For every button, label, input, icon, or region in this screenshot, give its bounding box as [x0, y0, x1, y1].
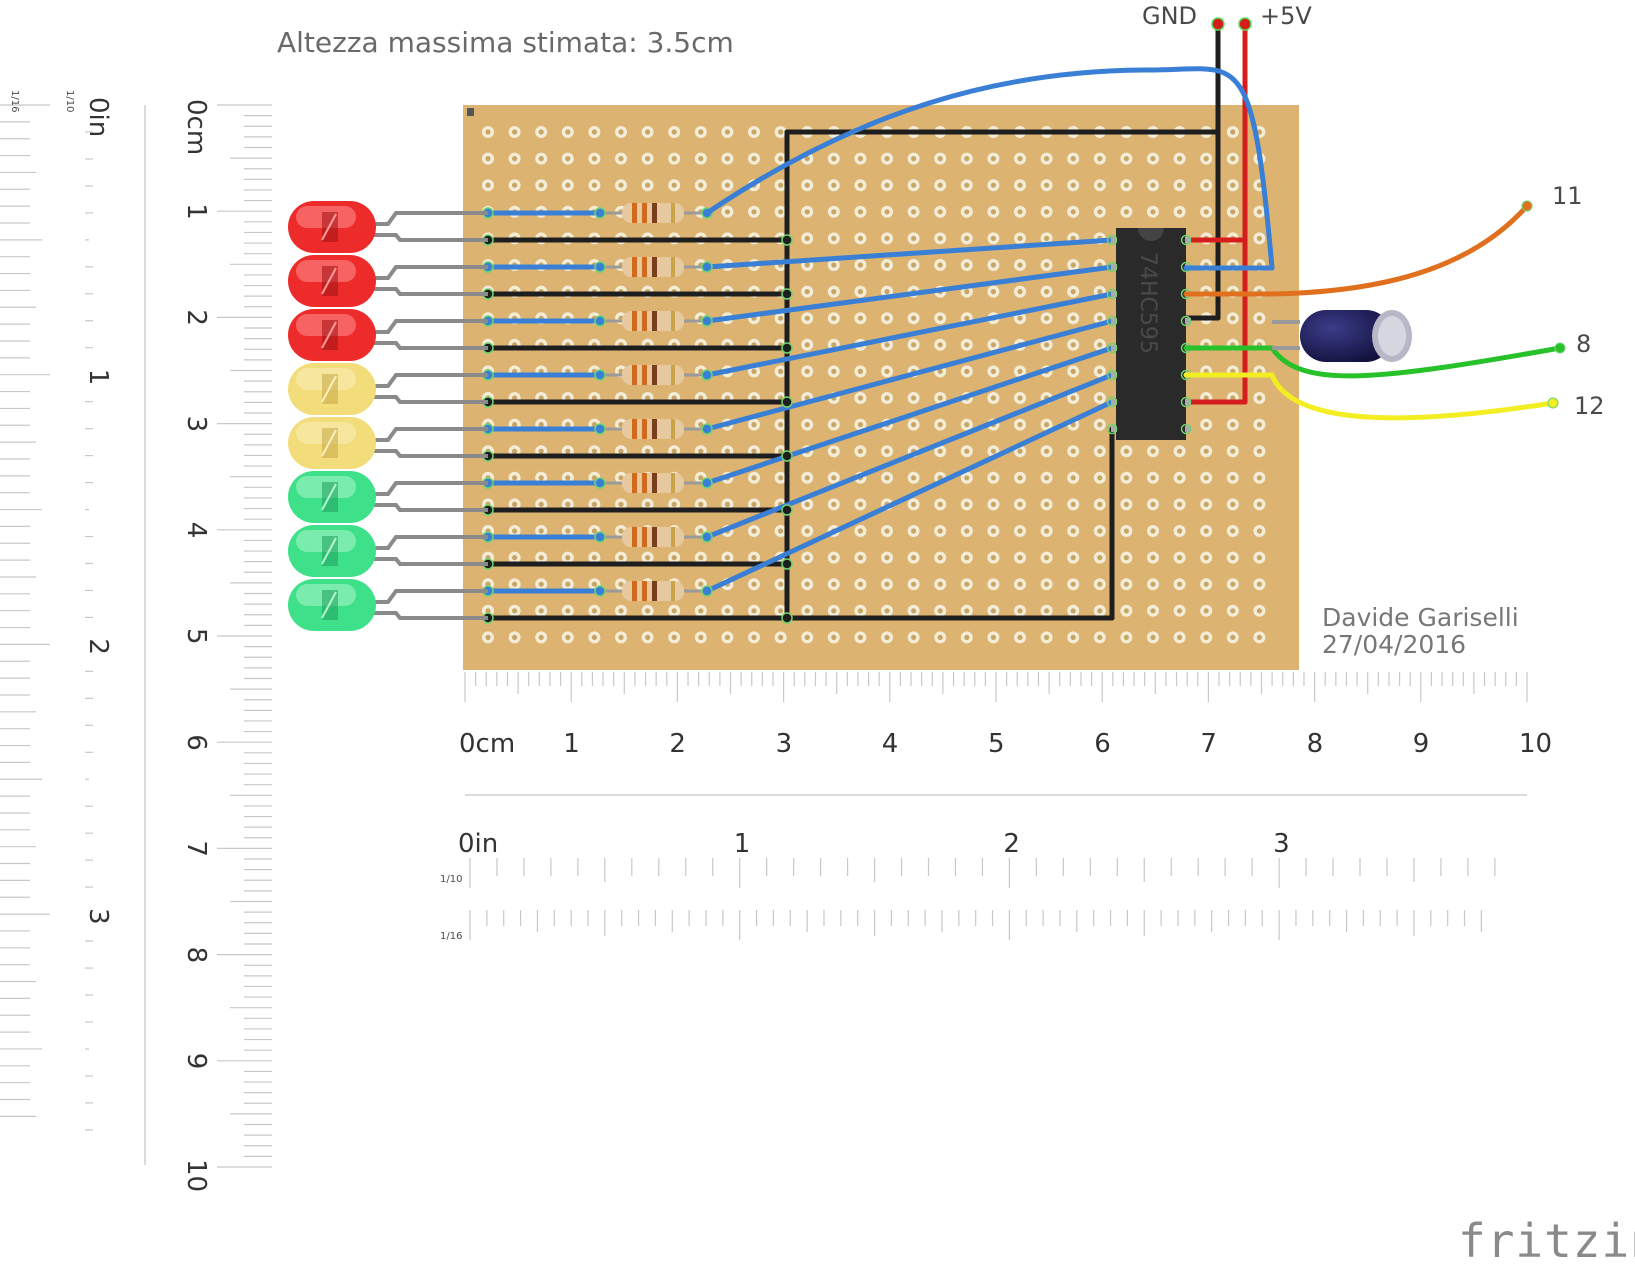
v-cm-label: 6	[181, 734, 211, 751]
author-date: 27/04/2016	[1322, 630, 1467, 659]
fritzing-logo: fritzing	[1458, 1214, 1635, 1268]
h-in-label: 1	[734, 829, 751, 859]
signal-wires	[485, 210, 1115, 594]
h-in-frac10-label: 1/10	[440, 874, 462, 885]
h-cm-label: 2	[669, 729, 686, 759]
h-in-label: 2	[1003, 829, 1020, 859]
vertical-ruler-inch: 1/16 1/10 0in 1 2 3	[0, 90, 146, 1165]
v-cm-label: 2	[181, 309, 211, 326]
horizontal-ruler-cm: 0cm 1 2 3 4 5 6 7 8 9 10	[459, 672, 1552, 759]
h-cm-label: 1	[563, 729, 580, 759]
vcc-label: +5V	[1260, 2, 1312, 30]
v-cm-label: 8	[181, 947, 211, 964]
h-cm-label: 8	[1307, 729, 1324, 759]
author-name: Davide Gariselli	[1322, 603, 1519, 632]
h-cm-label: 4	[882, 729, 899, 759]
v-cm-label: 5	[181, 628, 211, 645]
v-in-frac16-label: 1/16	[9, 90, 20, 112]
v-cm-label: 7	[181, 840, 211, 857]
resistor	[482, 581, 793, 624]
v-cm-label: 4	[181, 522, 211, 539]
h-cm-label: 10	[1519, 729, 1552, 759]
external-wires	[704, 66, 1566, 421]
v-cm-label: 1	[181, 203, 211, 220]
leds	[288, 201, 488, 631]
gnd-terminal	[1211, 17, 1225, 31]
pin-12-label: 12	[1574, 392, 1605, 420]
v-cm-label: 10	[181, 1159, 211, 1192]
v-cm-label: 3	[181, 416, 211, 433]
ic-label: 74HC595	[1135, 252, 1160, 354]
v-in-label: 0in	[83, 97, 113, 137]
resistors	[482, 203, 793, 624]
vcc-terminal	[1238, 17, 1252, 31]
pin-11-label: 11	[1552, 182, 1583, 210]
led-red	[288, 201, 488, 253]
led-green	[288, 579, 488, 631]
h-cm-label: 9	[1413, 729, 1430, 759]
led-yellow	[288, 363, 488, 415]
led-red	[288, 255, 488, 307]
v-cm-label: 9	[181, 1053, 211, 1070]
page-title: Altezza massima stimata: 3.5cm	[277, 26, 734, 59]
v-in-label: 2	[83, 638, 113, 655]
horizontal-ruler-inch: 0in 1 2 3 1/10 1/16	[440, 829, 1496, 942]
v-in-label: 1	[83, 369, 113, 386]
resistor	[482, 365, 793, 408]
h-cm-label: 3	[776, 729, 793, 759]
capacitor	[1272, 310, 1412, 362]
h-in-label: 0in	[458, 829, 498, 859]
h-cm-label: 0cm	[459, 729, 515, 759]
author-credit: Davide Gariselli 27/04/2016	[1322, 604, 1519, 658]
v-in-frac10-label: 1/10	[64, 90, 75, 112]
ic-74hc595: 74HC595	[1106, 228, 1192, 440]
h-cm-label: 7	[1200, 729, 1217, 759]
resistor	[482, 527, 793, 570]
led-green	[288, 471, 488, 523]
h-in-frac16-label: 1/16	[440, 931, 462, 942]
pin-8-label: 8	[1576, 330, 1591, 358]
led-red	[288, 309, 488, 361]
h-in-label: 3	[1273, 829, 1290, 859]
h-cm-label: 5	[988, 729, 1005, 759]
resistor	[482, 419, 793, 462]
resistor	[482, 473, 793, 516]
vertical-ruler-cm: 0cm 1 2 3 4 5 6 7 8 9 10	[181, 99, 272, 1192]
power-wires	[1183, 23, 1248, 405]
h-cm-label: 6	[1094, 729, 1111, 759]
led-green	[288, 525, 488, 577]
v-cm-label: 0cm	[181, 99, 211, 155]
v-in-label: 3	[83, 908, 113, 925]
gnd-label: GND	[1142, 2, 1197, 30]
lock-icon	[467, 108, 474, 116]
resistor	[482, 203, 793, 246]
led-yellow	[288, 417, 488, 469]
